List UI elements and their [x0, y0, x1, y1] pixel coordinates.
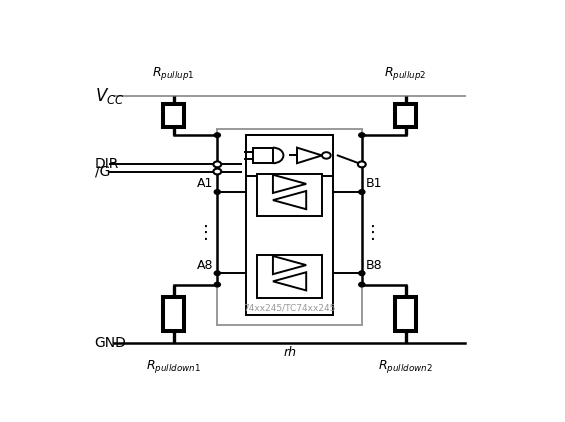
Circle shape	[359, 282, 365, 287]
Circle shape	[359, 190, 365, 194]
Circle shape	[359, 133, 365, 138]
Text: ⋮: ⋮	[197, 224, 215, 242]
Bar	[246, 135, 333, 176]
Text: $R_{pulldown2}$: $R_{pulldown2}$	[378, 358, 433, 375]
Text: B8: B8	[366, 259, 383, 272]
Circle shape	[214, 169, 221, 174]
Bar	[253, 148, 273, 163]
Circle shape	[214, 162, 221, 167]
Bar	[257, 255, 323, 298]
Text: 74xx245/TC74xx245: 74xx245/TC74xx245	[244, 303, 336, 312]
Circle shape	[214, 282, 220, 287]
Polygon shape	[297, 148, 322, 163]
Bar	[395, 297, 416, 331]
Text: B1: B1	[366, 177, 383, 190]
Text: A8: A8	[197, 259, 213, 272]
Circle shape	[322, 152, 331, 159]
Text: $V_{CC}$: $V_{CC}$	[95, 86, 124, 106]
Text: rh: rh	[283, 346, 296, 360]
Circle shape	[214, 133, 220, 138]
Circle shape	[358, 162, 366, 167]
Text: GND: GND	[95, 336, 127, 350]
Text: /G: /G	[95, 165, 110, 179]
Polygon shape	[273, 191, 306, 209]
Circle shape	[214, 271, 220, 276]
Polygon shape	[273, 175, 306, 193]
Circle shape	[214, 190, 220, 194]
Polygon shape	[273, 256, 306, 274]
Text: ⋮: ⋮	[364, 224, 382, 242]
Circle shape	[359, 271, 365, 276]
Text: DIR: DIR	[95, 157, 119, 171]
Polygon shape	[273, 272, 306, 290]
Bar	[246, 135, 333, 316]
Text: $R_{pullup1}$: $R_{pullup1}$	[153, 65, 195, 81]
Bar	[257, 174, 323, 216]
Bar	[163, 297, 184, 331]
Text: $R_{pullup2}$: $R_{pullup2}$	[384, 65, 427, 81]
Text: A1: A1	[197, 177, 213, 190]
Bar	[163, 104, 184, 127]
Bar	[395, 104, 416, 127]
Text: $R_{pulldown1}$: $R_{pulldown1}$	[146, 358, 201, 375]
